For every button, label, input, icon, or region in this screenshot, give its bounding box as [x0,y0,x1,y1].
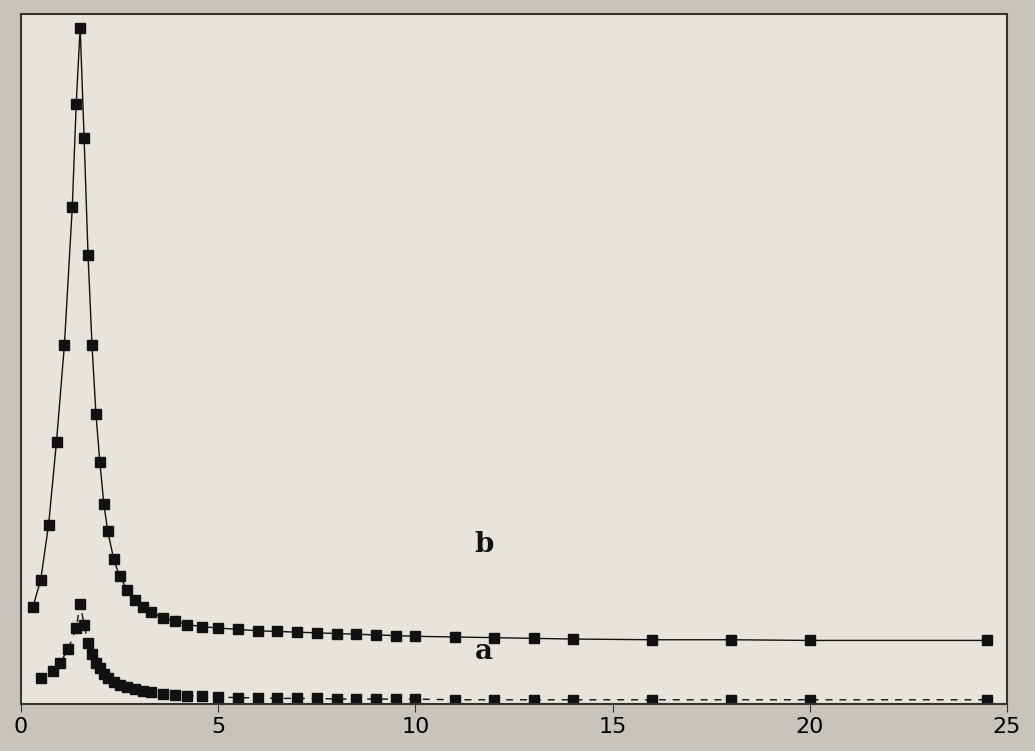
Text: b: b [474,531,494,558]
Text: a: a [474,638,493,665]
